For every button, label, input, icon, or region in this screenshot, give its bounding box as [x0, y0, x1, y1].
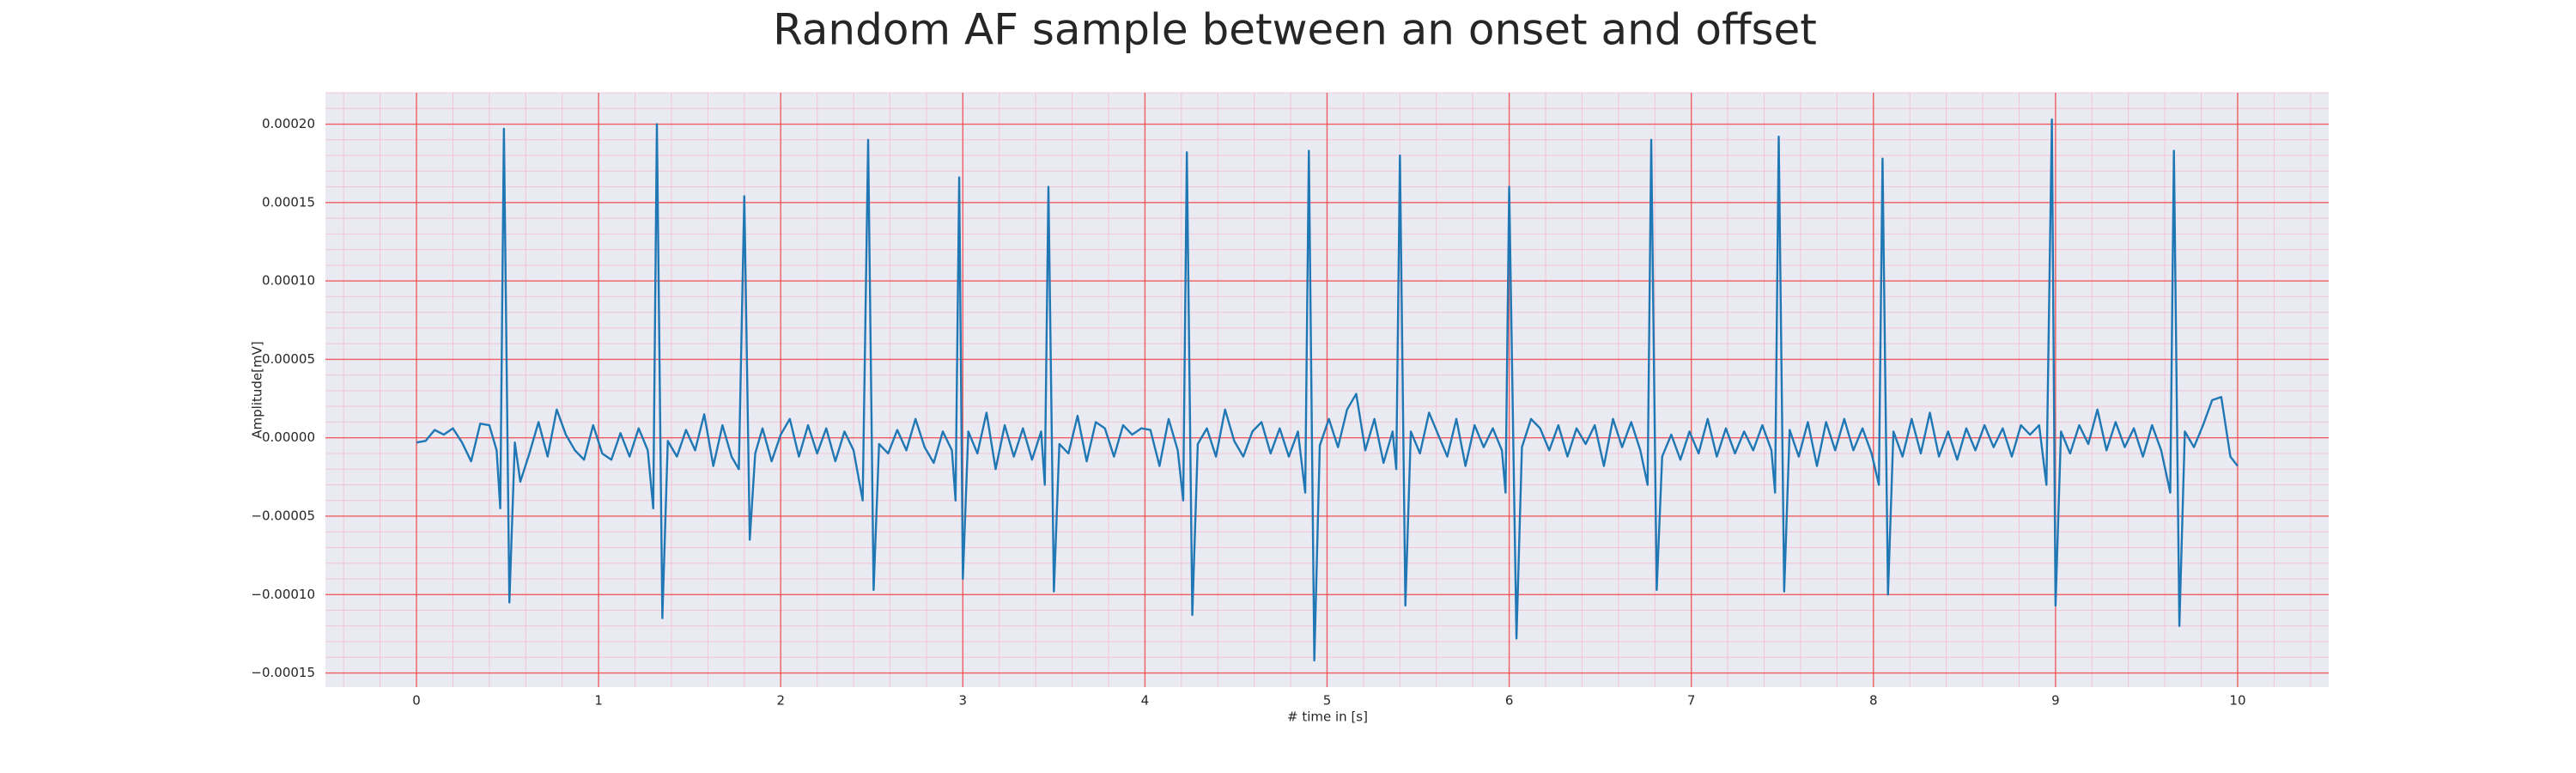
x-tick-label: 10: [2229, 693, 2245, 709]
x-tick-label: 8: [1869, 693, 1878, 709]
x-tick-label: 9: [2051, 693, 2060, 709]
y-tick-label: −0.00010: [251, 587, 315, 602]
x-tick-label: 3: [959, 693, 968, 709]
x-tick-label: 2: [776, 693, 785, 709]
x-tick-label: 5: [1323, 693, 1332, 709]
y-tick-label: 0.00005: [262, 351, 315, 367]
y-tick-label: 0.00015: [262, 194, 315, 210]
y-tick-label: −0.00005: [251, 508, 315, 523]
signal-line: [416, 118, 2239, 662]
x-tick-label: 7: [1687, 693, 1696, 709]
x-tick-label: 0: [412, 693, 421, 709]
y-axis-label: Amplitude[mV]: [250, 341, 265, 438]
y-tick-label: 0.00000: [262, 429, 315, 445]
y-tick-label: 0.00010: [262, 273, 315, 289]
x-tick-label: 1: [594, 693, 603, 709]
y-tick-label: −0.00015: [251, 665, 315, 680]
y-tick-label: 0.00020: [262, 116, 315, 131]
x-tick-label: 4: [1141, 693, 1150, 709]
x-axis-label: # time in [s]: [1287, 709, 1368, 725]
chart-title: Random AF sample between an onset and of…: [773, 5, 1817, 55]
x-tick-label: 6: [1505, 693, 1514, 709]
